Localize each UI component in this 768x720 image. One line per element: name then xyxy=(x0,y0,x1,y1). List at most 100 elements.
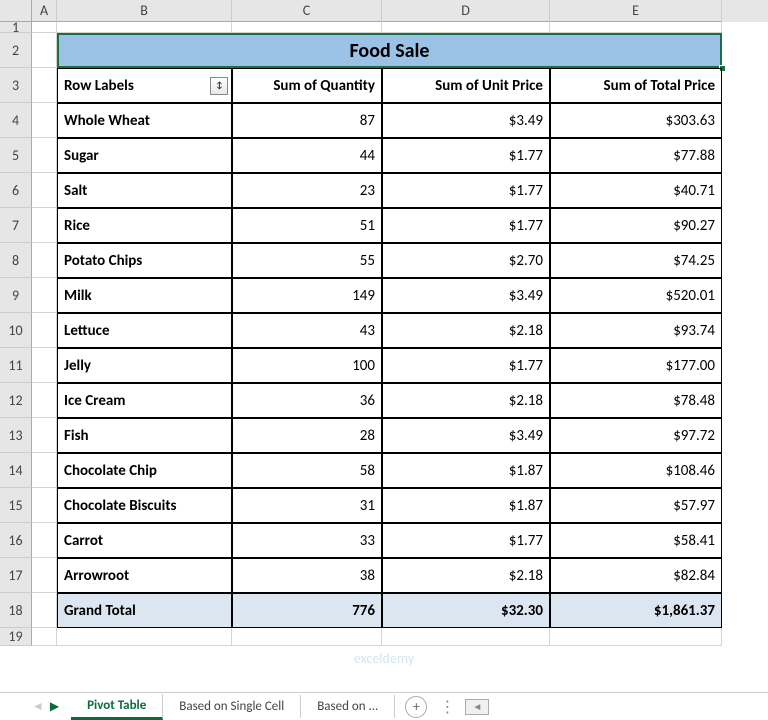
pivot-unit-value[interactable]: $1.77 xyxy=(382,138,550,173)
cell[interactable] xyxy=(32,22,57,33)
cell[interactable] xyxy=(232,628,382,646)
tab-nav-prev-icon[interactable]: ◄ xyxy=(32,699,44,714)
horizontal-scroll-left[interactable]: ◄ xyxy=(465,699,489,715)
row-header-12[interactable]: 12 xyxy=(0,383,32,418)
row-header-8[interactable]: 8 xyxy=(0,243,32,278)
pivot-unit-value[interactable]: $2.18 xyxy=(382,313,550,348)
row-header-2[interactable]: 2 xyxy=(0,33,32,68)
pivot-row-label[interactable]: Lettuce xyxy=(57,313,232,348)
pivot-total-value[interactable]: $82.84 xyxy=(550,558,722,593)
row-header-18[interactable]: 18 xyxy=(0,593,32,628)
pivot-qty-value[interactable]: 43 xyxy=(232,313,382,348)
sheet-tab-pivot-table[interactable]: Pivot Table xyxy=(71,694,163,720)
cell[interactable] xyxy=(32,348,57,383)
row-header-6[interactable]: 6 xyxy=(0,173,32,208)
tab-nav-next-icon[interactable]: ▶ xyxy=(50,699,59,714)
sheet-tab-based-on[interactable]: Based on ... xyxy=(301,695,395,718)
row-header-7[interactable]: 7 xyxy=(0,208,32,243)
row-header-10[interactable]: 10 xyxy=(0,313,32,348)
pivot-unit-value[interactable]: $3.49 xyxy=(382,278,550,313)
title-merged-range[interactable]: Food Sale xyxy=(57,33,722,68)
pivot-qty-value[interactable]: 36 xyxy=(232,383,382,418)
row-header-1[interactable]: 1 xyxy=(0,22,32,33)
cell[interactable] xyxy=(32,418,57,453)
pivot-unit-value[interactable]: $3.49 xyxy=(382,103,550,138)
cell[interactable] xyxy=(32,208,57,243)
pivot-qty-value[interactable]: 44 xyxy=(232,138,382,173)
cell[interactable] xyxy=(32,103,57,138)
pivot-row-labels-header[interactable]: Row Labels ↕ xyxy=(57,68,232,103)
add-sheet-button[interactable]: + xyxy=(405,696,427,718)
cell[interactable] xyxy=(32,243,57,278)
col-header-e[interactable]: E xyxy=(550,0,722,22)
row-header-13[interactable]: 13 xyxy=(0,418,32,453)
pivot-unit-value[interactable]: $2.70 xyxy=(382,243,550,278)
pivot-qty-value[interactable]: 87 xyxy=(232,103,382,138)
pivot-qty-value[interactable]: 51 xyxy=(232,208,382,243)
pivot-unit-value[interactable]: $1.77 xyxy=(382,523,550,558)
pivot-qty-header[interactable]: Sum of Quantity xyxy=(232,68,382,103)
pivot-qty-value[interactable]: 38 xyxy=(232,558,382,593)
pivot-row-label[interactable]: Chocolate Chip xyxy=(57,453,232,488)
cell[interactable] xyxy=(32,628,57,646)
pivot-filter-button[interactable]: ↕ xyxy=(210,77,228,95)
pivot-unit-value[interactable]: $2.18 xyxy=(382,558,550,593)
cell[interactable] xyxy=(550,22,722,33)
grand-total-qty[interactable]: 776 xyxy=(232,593,382,628)
pivot-qty-value[interactable]: 33 xyxy=(232,523,382,558)
pivot-unit-value[interactable]: $3.49 xyxy=(382,418,550,453)
pivot-unit-value[interactable]: $1.77 xyxy=(382,173,550,208)
pivot-qty-value[interactable]: 55 xyxy=(232,243,382,278)
pivot-total-value[interactable]: $57.97 xyxy=(550,488,722,523)
pivot-total-value[interactable]: $93.74 xyxy=(550,313,722,348)
grand-total-unit[interactable]: $32.30 xyxy=(382,593,550,628)
pivot-total-value[interactable]: $40.71 xyxy=(550,173,722,208)
row-header-15[interactable]: 15 xyxy=(0,488,32,523)
pivot-total-value[interactable]: $58.41 xyxy=(550,523,722,558)
pivot-total-value[interactable]: $177.00 xyxy=(550,348,722,383)
pivot-total-value[interactable]: $77.88 xyxy=(550,138,722,173)
cell[interactable] xyxy=(32,313,57,348)
cell[interactable] xyxy=(32,488,57,523)
cell[interactable] xyxy=(32,558,57,593)
cell[interactable] xyxy=(32,453,57,488)
pivot-total-value[interactable]: $97.72 xyxy=(550,418,722,453)
pivot-row-label[interactable]: Sugar xyxy=(57,138,232,173)
cell[interactable] xyxy=(57,22,232,33)
tab-options-icon[interactable]: ⋮ xyxy=(439,697,455,717)
pivot-row-label[interactable]: Carrot xyxy=(57,523,232,558)
row-header-4[interactable]: 4 xyxy=(0,103,32,138)
col-header-d[interactable]: D xyxy=(382,0,550,22)
pivot-row-label[interactable]: Potato Chips xyxy=(57,243,232,278)
col-header-b[interactable]: B xyxy=(57,0,232,22)
cell[interactable] xyxy=(32,173,57,208)
pivot-unit-value[interactable]: $1.77 xyxy=(382,348,550,383)
cell[interactable] xyxy=(382,628,550,646)
pivot-qty-value[interactable]: 149 xyxy=(232,278,382,313)
col-header-a[interactable]: A xyxy=(32,0,57,22)
pivot-total-value[interactable]: $108.46 xyxy=(550,453,722,488)
cell[interactable] xyxy=(57,628,232,646)
pivot-total-value[interactable]: $520.01 xyxy=(550,278,722,313)
pivot-unit-value[interactable]: $1.87 xyxy=(382,488,550,523)
cell[interactable] xyxy=(32,593,57,628)
grand-total-label[interactable]: Grand Total xyxy=(57,593,232,628)
pivot-total-header[interactable]: Sum of Total Price xyxy=(550,68,722,103)
cell[interactable] xyxy=(32,138,57,173)
cell[interactable] xyxy=(32,383,57,418)
pivot-row-label[interactable]: Arrowroot xyxy=(57,558,232,593)
pivot-total-value[interactable]: $90.27 xyxy=(550,208,722,243)
grand-total-total[interactable]: $1,861.37 xyxy=(550,593,722,628)
pivot-unit-value[interactable]: $1.77 xyxy=(382,208,550,243)
row-header-19[interactable]: 19 xyxy=(0,628,32,646)
row-header-16[interactable]: 16 xyxy=(0,523,32,558)
cell[interactable] xyxy=(232,22,382,33)
row-header-5[interactable]: 5 xyxy=(0,138,32,173)
cell[interactable] xyxy=(382,22,550,33)
pivot-total-value[interactable]: $78.48 xyxy=(550,383,722,418)
pivot-row-label[interactable]: Ice Cream xyxy=(57,383,232,418)
pivot-unit-header[interactable]: Sum of Unit Price xyxy=(382,68,550,103)
pivot-row-label[interactable]: Milk xyxy=(57,278,232,313)
pivot-row-label[interactable]: Chocolate Biscuits xyxy=(57,488,232,523)
pivot-row-label[interactable]: Whole Wheat xyxy=(57,103,232,138)
